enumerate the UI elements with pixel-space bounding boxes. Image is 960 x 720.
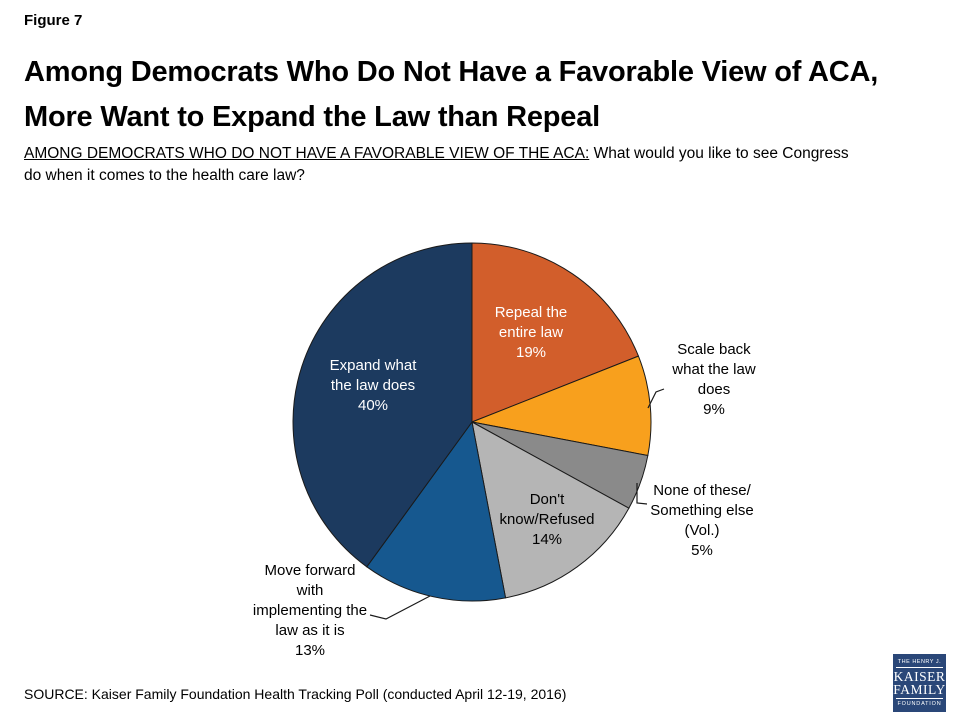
- pie-label-line: Repeal the: [494, 304, 568, 321]
- pie-label-line: what the law: [672, 361, 756, 378]
- pie-label-line: entire law: [498, 324, 564, 341]
- kff-logo-family: FAMILY: [893, 682, 946, 697]
- leader-line-move-forward: [369, 595, 431, 620]
- pie-label-line: 5%: [691, 542, 713, 559]
- pie-slice-scale-back: [470, 355, 652, 457]
- pie-label-line: Don't: [529, 491, 565, 508]
- pie-label-expand: Expand what the law does 40%: [330, 356, 417, 416]
- pie-label-line: 13%: [294, 642, 326, 659]
- pie-label-line: does: [697, 381, 731, 398]
- pie-slice-expand: [292, 242, 473, 568]
- kff-logo-henry-j: THE HENRY J.: [895, 658, 944, 668]
- pie-label-repeal: Repeal the entire law 19%: [495, 303, 568, 363]
- leader-line-none-of-these: [636, 483, 648, 505]
- survey-question-base: AMONG DEMOCRATS WHO DO NOT HAVE A FAVORA…: [24, 145, 590, 162]
- leader-line-scale-back: [647, 388, 665, 409]
- figure-label: Figure 7: [24, 12, 83, 29]
- pie-label-dont-know: Don't know/Refused 14%: [499, 490, 594, 550]
- pie-label-line: None of these/: [653, 482, 751, 499]
- pie-label-line: Something else: [650, 502, 754, 519]
- pie-label-line: 40%: [357, 397, 389, 414]
- pie-label-line: 19%: [515, 344, 547, 361]
- pie-slice-repeal: [471, 242, 640, 423]
- pie-label-line: law as it is: [275, 622, 345, 639]
- source-note: SOURCE: Kaiser Family Foundation Health …: [24, 686, 567, 702]
- survey-question-rest-1: What would you like to see Congress: [593, 145, 849, 162]
- kff-logo-foundation: FOUNDATION: [895, 698, 944, 708]
- survey-question-rest-2: do when it comes to the health care law?: [24, 167, 305, 184]
- pie-label-line: know/Refused: [499, 511, 595, 528]
- survey-question: AMONG DEMOCRATS WHO DO NOT HAVE A FAVORA…: [24, 143, 924, 187]
- pie-label-line: Expand what: [329, 357, 417, 374]
- page-title-line-1: Among Democrats Who Do Not Have a Favora…: [24, 56, 879, 88]
- pie-label-line: Scale back: [677, 341, 751, 358]
- pie-slice-move-forward: [366, 420, 507, 602]
- pie-label-line: with: [296, 582, 324, 599]
- pie-label-line: Move forward: [264, 562, 356, 579]
- pie-label-line: implementing the: [252, 602, 368, 619]
- pie-label-none-of-these: None of these/ Something else (Vol.) 5%: [650, 481, 753, 561]
- pie-label-move-forward: Move forward with implementing the law a…: [253, 561, 367, 661]
- page-title: Among Democrats Who Do Not Have a Favora…: [24, 50, 878, 140]
- page-title-line-2: More Want to Expand the Law than Repeal: [24, 101, 601, 133]
- pie-label-line: the law does: [330, 377, 416, 394]
- kff-logo: THE HENRY J. KAISER FAMILY FOUNDATION: [893, 654, 946, 712]
- pie-label-scale-back: Scale back what the law does 9%: [672, 340, 755, 420]
- pie-label-line: (Vol.): [684, 522, 720, 539]
- pie-label-line: 14%: [531, 531, 563, 548]
- pie-slice-dont-know: [471, 421, 630, 599]
- kff-logo-kaiser: KAISER: [893, 669, 946, 684]
- pie-label-line: 9%: [703, 401, 725, 418]
